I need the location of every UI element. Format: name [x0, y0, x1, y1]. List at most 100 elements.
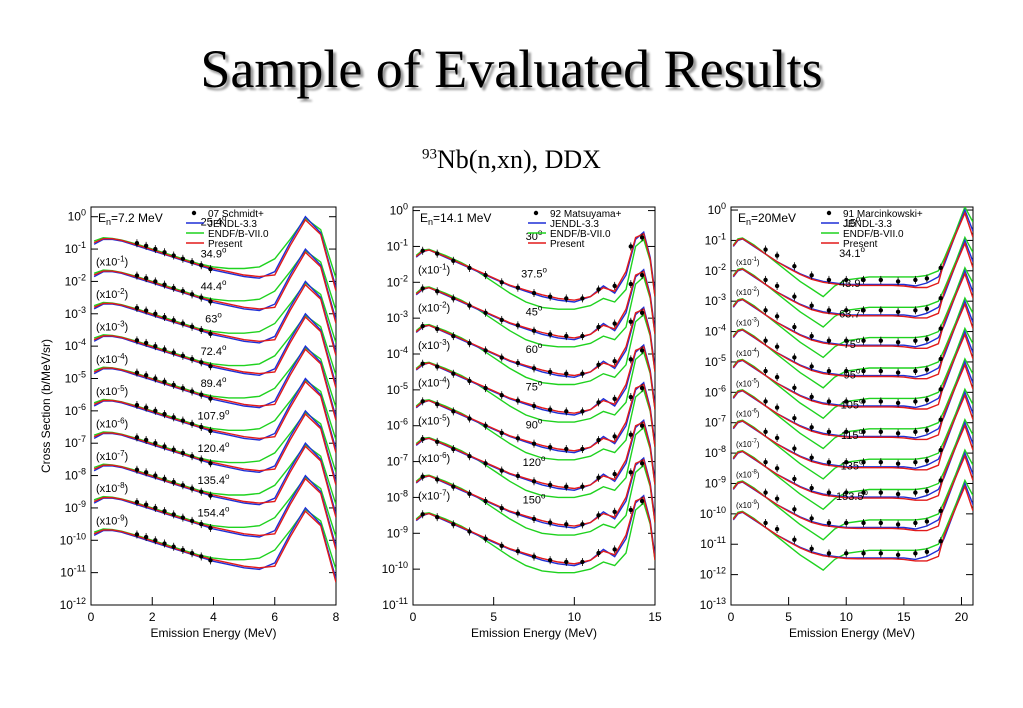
angle-label: 105o: [841, 397, 864, 412]
exp-point: [153, 441, 158, 446]
exp-point: [162, 541, 167, 546]
exp-point: [134, 499, 140, 505]
exp-point: [162, 282, 167, 287]
exp-point: [451, 446, 456, 452]
incident-energy-label: En=7.2 MeV: [98, 211, 163, 227]
exp-point: [435, 402, 440, 407]
exp-point: [774, 283, 780, 289]
endf-curve: [415, 463, 655, 536]
exp-point: [763, 247, 768, 252]
exp-point: [913, 490, 918, 495]
plot-frame: [730, 206, 974, 606]
exp-point: [844, 368, 849, 374]
exp-point: [531, 290, 537, 296]
legend-entry: Present: [843, 239, 878, 250]
exp-point: [451, 371, 456, 376]
exp-point: [913, 308, 918, 313]
chart-subtitle: 93Nb(n,xn), DDX: [0, 145, 1023, 175]
exp-point: [171, 318, 176, 323]
exp-point: [924, 458, 930, 463]
angle-label: 135o: [841, 457, 864, 472]
exp-point: [639, 423, 645, 428]
exp-point: [596, 400, 601, 405]
present-curve: [93, 380, 336, 454]
exp-point: [938, 295, 943, 301]
exp-point: [844, 399, 849, 404]
exp-point: [792, 476, 797, 482]
exp-point: [612, 434, 617, 439]
exp-point: [162, 347, 167, 352]
present-curve: [732, 454, 973, 532]
exp-point: [580, 484, 585, 489]
exp-point: [180, 547, 186, 553]
angle-label: 34.1o: [839, 245, 865, 260]
y-tick-label: 10-6: [387, 417, 408, 433]
exp-point: [208, 396, 213, 401]
angle-label: 44.4o: [201, 278, 227, 293]
exp-point: [162, 379, 167, 384]
exp-point: [774, 344, 780, 349]
exp-point: [639, 385, 645, 391]
present-curve: [732, 484, 973, 562]
exp-point: [938, 478, 943, 483]
exp-point: [162, 411, 167, 417]
exp-point: [199, 489, 204, 494]
exp-point: [180, 450, 186, 456]
exp-point: [564, 371, 569, 376]
exp-point: [531, 479, 537, 484]
exp-point: [774, 435, 780, 441]
exp-point: [499, 280, 504, 285]
exp-point: [639, 310, 645, 315]
exp-point: [861, 399, 866, 404]
exp-point: [809, 333, 814, 339]
exp-point: [208, 299, 213, 304]
exp-point: [143, 373, 149, 378]
x-tick-label: 10: [568, 610, 582, 624]
exp-point: [153, 279, 158, 284]
exp-point: [180, 288, 186, 294]
exp-point: [895, 400, 901, 406]
legend-entry: Present: [208, 239, 243, 250]
exp-point: [199, 521, 204, 527]
present-curve: [93, 315, 336, 389]
exp-point: [861, 368, 866, 374]
exp-point: [189, 421, 195, 426]
exp-point: [189, 389, 195, 394]
angle-label: 89.4o: [201, 375, 227, 390]
exp-point: [208, 461, 213, 466]
exp-point: [435, 326, 440, 332]
exp-point: [826, 308, 832, 313]
exp-point: [913, 460, 918, 465]
exp-point: [208, 428, 213, 434]
exp-point: [612, 396, 617, 402]
exp-point: [639, 348, 645, 353]
exp-point: [924, 276, 930, 281]
exp-point: [515, 436, 521, 441]
scale-factor-label: (x10-2): [736, 287, 760, 297]
y-tick-label: 10-1: [65, 240, 86, 256]
ddx-chart-14-1-mev: 10010-110-210-310-410-510-610-710-810-91…: [382, 202, 662, 640]
legend-entry: ENDF/B-VII.0: [208, 229, 269, 240]
exp-point: [189, 518, 195, 524]
exp-point: [171, 415, 176, 420]
angle-label: 95o: [844, 366, 861, 381]
angle-label: 15o: [844, 214, 861, 229]
exp-point: [612, 547, 617, 552]
angle-label: 115o: [841, 427, 864, 442]
exp-point: [435, 364, 440, 369]
exp-point: [499, 543, 504, 549]
legend-entry: ENDF/B-VII.0: [550, 229, 611, 240]
angle-label: 25.4o: [201, 213, 227, 228]
exp-point: [878, 551, 884, 556]
exp-point: [208, 558, 213, 563]
exp-point: [208, 525, 213, 531]
exp-point: [809, 303, 814, 308]
y-tick-label: 10-11: [60, 564, 86, 580]
scale-factor-label: (x10-1): [736, 257, 760, 267]
exp-point: [189, 486, 195, 491]
angle-label: 120.4o: [198, 440, 231, 455]
exp-point: [792, 294, 797, 299]
exp-point: [531, 366, 537, 371]
exp-point: [547, 520, 553, 525]
legend-marker-exp: [826, 210, 832, 216]
